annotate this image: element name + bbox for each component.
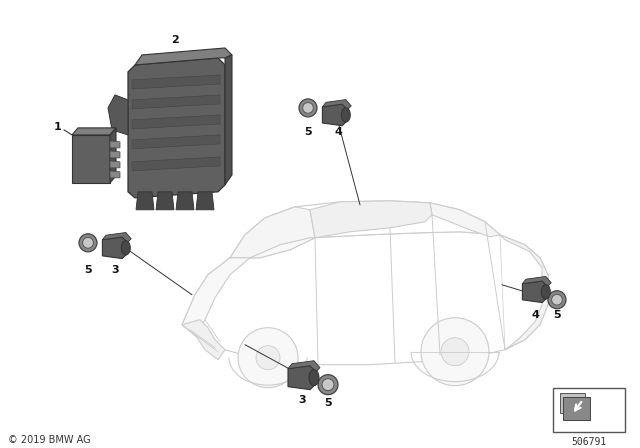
Polygon shape: [323, 104, 348, 126]
Text: 3: 3: [298, 395, 306, 405]
Circle shape: [238, 328, 298, 388]
Polygon shape: [136, 192, 154, 210]
Polygon shape: [132, 135, 220, 149]
Polygon shape: [156, 192, 174, 210]
Text: 506791: 506791: [572, 437, 607, 447]
Polygon shape: [135, 48, 232, 65]
Ellipse shape: [303, 103, 314, 113]
Polygon shape: [132, 115, 220, 129]
Polygon shape: [288, 361, 320, 372]
Ellipse shape: [79, 234, 97, 252]
Ellipse shape: [341, 108, 350, 122]
Polygon shape: [110, 141, 120, 148]
Polygon shape: [500, 235, 548, 350]
Polygon shape: [323, 99, 351, 109]
Polygon shape: [225, 55, 232, 185]
Polygon shape: [182, 238, 315, 335]
Text: 5: 5: [304, 127, 312, 137]
Polygon shape: [110, 151, 120, 158]
Text: 4: 4: [531, 310, 539, 320]
Polygon shape: [72, 128, 116, 135]
Polygon shape: [132, 95, 220, 109]
Text: 5: 5: [324, 398, 332, 408]
Ellipse shape: [309, 370, 319, 386]
Ellipse shape: [322, 379, 334, 391]
Ellipse shape: [541, 284, 550, 299]
Ellipse shape: [122, 241, 131, 255]
Polygon shape: [522, 281, 548, 302]
Polygon shape: [182, 320, 225, 360]
Polygon shape: [563, 396, 590, 420]
Polygon shape: [72, 135, 110, 183]
Polygon shape: [196, 192, 214, 210]
Polygon shape: [132, 157, 220, 171]
Ellipse shape: [548, 291, 566, 309]
Polygon shape: [230, 207, 315, 258]
Polygon shape: [110, 171, 120, 178]
Ellipse shape: [299, 99, 317, 117]
Text: 1: 1: [54, 122, 62, 132]
Polygon shape: [132, 75, 220, 89]
Polygon shape: [310, 201, 432, 238]
Text: 2: 2: [171, 35, 179, 45]
Ellipse shape: [318, 375, 338, 395]
Polygon shape: [110, 128, 116, 183]
Text: 4: 4: [334, 127, 342, 137]
Polygon shape: [522, 276, 551, 286]
Polygon shape: [553, 388, 625, 431]
Ellipse shape: [552, 294, 563, 305]
Circle shape: [441, 338, 469, 366]
Polygon shape: [182, 232, 548, 365]
Circle shape: [421, 318, 489, 386]
Polygon shape: [110, 161, 120, 168]
Text: 5: 5: [553, 310, 561, 320]
Circle shape: [256, 346, 280, 370]
Ellipse shape: [83, 237, 93, 248]
Polygon shape: [102, 233, 131, 242]
Polygon shape: [430, 203, 500, 237]
Text: 5: 5: [84, 265, 92, 275]
Polygon shape: [176, 192, 194, 210]
Polygon shape: [288, 366, 316, 390]
Polygon shape: [108, 95, 128, 135]
Polygon shape: [230, 201, 500, 258]
Polygon shape: [560, 392, 585, 413]
Text: © 2019 BMW AG: © 2019 BMW AG: [8, 435, 91, 444]
Polygon shape: [128, 58, 225, 198]
Polygon shape: [102, 237, 127, 258]
Text: 3: 3: [111, 265, 119, 275]
